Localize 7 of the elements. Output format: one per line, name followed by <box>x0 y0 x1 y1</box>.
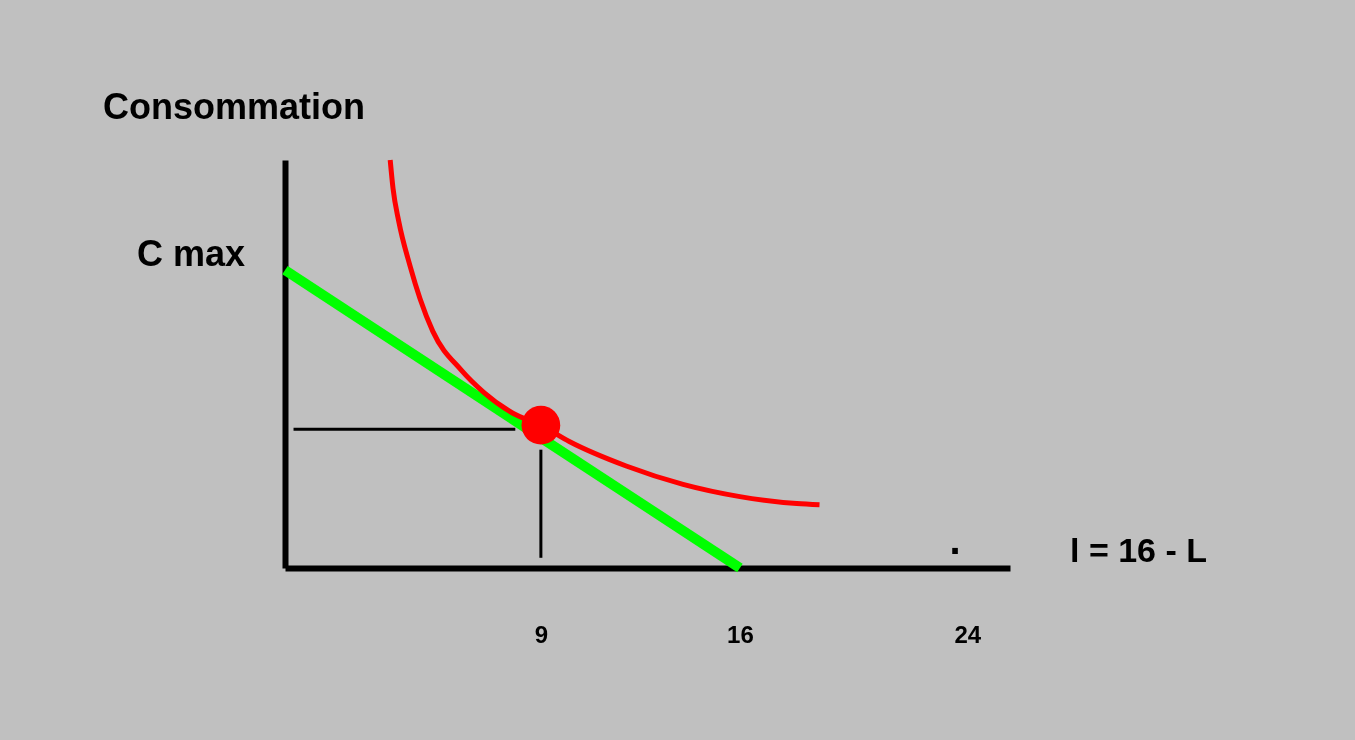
annotation: C max <box>136 233 245 275</box>
x-axis-title: l = 16 - L <box>1070 531 1207 569</box>
x-tick-label: 24 <box>954 620 982 648</box>
x-tick-label: 9 <box>534 620 549 648</box>
x-tick-label: 16 <box>727 620 754 648</box>
y-axis-title: Consommation <box>103 86 366 127</box>
annotation: . <box>949 518 961 562</box>
